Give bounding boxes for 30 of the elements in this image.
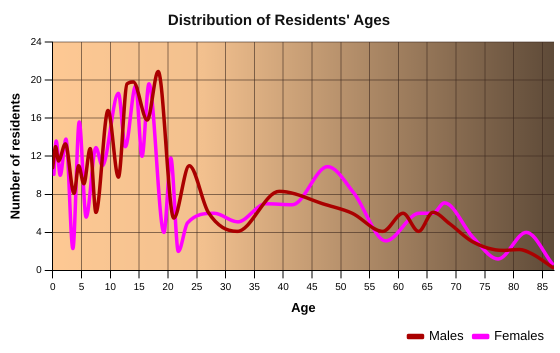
x-tick-label: 20: [162, 282, 174, 294]
y-tick-label: 12: [30, 150, 42, 162]
x-tick-label: 45: [306, 282, 318, 294]
chart-title: Distribution of Residents' Ages: [168, 12, 390, 30]
x-tick-label: 75: [479, 282, 491, 294]
x-tick-label: 55: [364, 282, 376, 294]
x-tick-label: 25: [191, 282, 203, 294]
y-tick-label: 24: [30, 36, 42, 48]
x-tick-label: 15: [134, 282, 146, 294]
x-tick-label: 85: [536, 282, 548, 294]
x-tick-label: 5: [78, 282, 85, 294]
x-tick-label: 10: [104, 282, 116, 294]
y-tick-label: 20: [30, 74, 42, 86]
x-tick-label: 50: [335, 282, 347, 294]
y-axis-title: Number of residents: [7, 92, 22, 220]
legend-label: Females: [494, 328, 544, 344]
x-axis-title: Age: [291, 300, 316, 315]
x-tick-label: 40: [278, 282, 290, 294]
legend-label: Males: [428, 328, 464, 344]
y-tick-label: 8: [36, 189, 42, 200]
x-tick-label: 35: [248, 282, 260, 294]
x-tick-label: 65: [422, 282, 434, 294]
y-tick-label: 16: [30, 112, 42, 124]
x-tick-label: 70: [450, 282, 462, 294]
y-tick-label: 0: [36, 265, 42, 276]
x-tick-label: 30: [220, 282, 232, 294]
y-tick-label: 4: [36, 227, 42, 238]
x-tick-label: 60: [392, 282, 404, 294]
x-tick-label: 0: [50, 282, 56, 294]
x-tick-label: 80: [508, 282, 520, 294]
